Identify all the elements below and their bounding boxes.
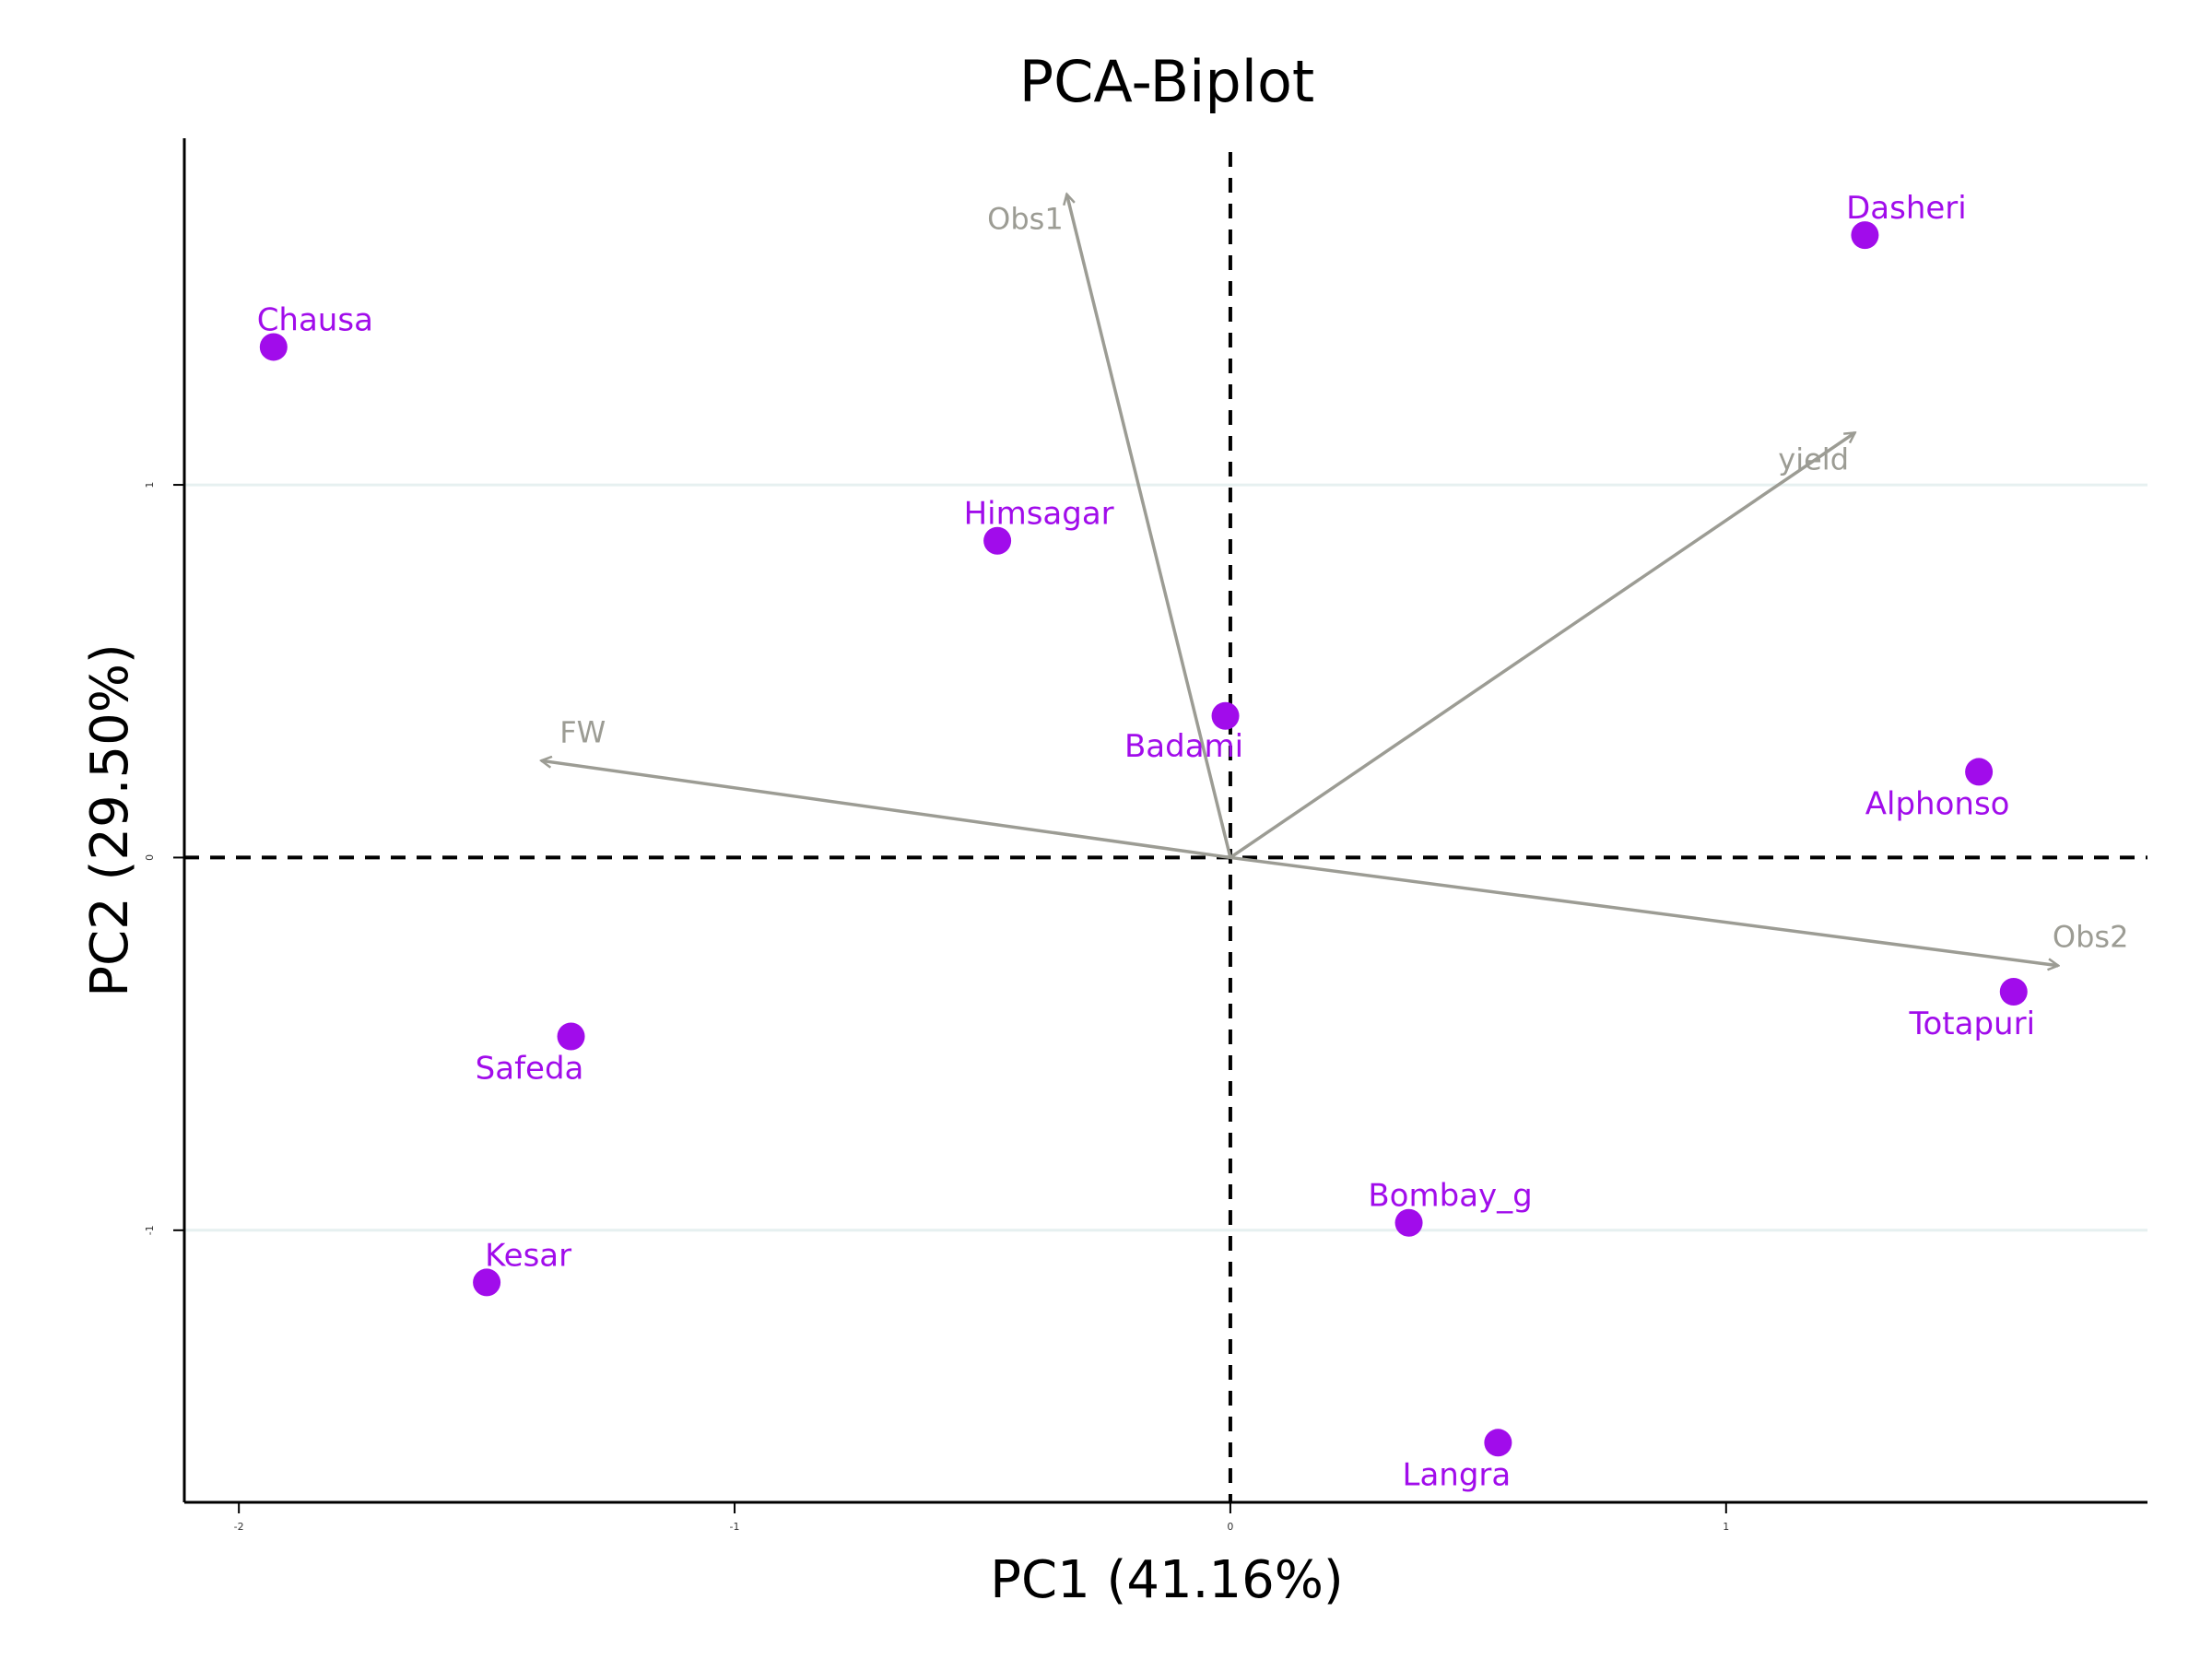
- score-label: Totapuri: [1909, 1006, 2036, 1042]
- score-point: [1999, 978, 2028, 1006]
- loading-arrow: [1066, 194, 1232, 858]
- y-axis-title: PC2 (29.50%): [80, 643, 140, 997]
- score-point: [1484, 1429, 1512, 1457]
- score-point: [1851, 221, 1879, 250]
- score-point: [557, 1022, 585, 1051]
- y-tick-label: -1: [144, 1225, 156, 1235]
- chart-title: PCA-Biplot: [1019, 48, 1314, 115]
- loading-arrow: [541, 760, 1231, 860]
- reference-lines: [184, 152, 2147, 1502]
- loading-label: FW: [559, 714, 606, 749]
- y-ticks: -1 0 1: [144, 482, 184, 1235]
- x-tick-label: -1: [730, 1521, 740, 1533]
- loading-arrow: [1230, 855, 2058, 965]
- score-point: [259, 333, 288, 361]
- x-tick-label: -2: [234, 1521, 244, 1533]
- loading-arrows: Obs1 yield FW Obs2: [541, 194, 2128, 966]
- y-tick-label: 1: [144, 482, 156, 488]
- score-point: [1211, 701, 1240, 730]
- score-label: Alphonso: [1865, 785, 2010, 822]
- score-label: Chausa: [257, 301, 373, 338]
- score-point: [1965, 758, 1994, 786]
- score-label: Langra: [1403, 1456, 1512, 1493]
- score-label: Badami: [1124, 728, 1243, 765]
- score-label: Bombay_g: [1368, 1178, 1532, 1215]
- score-label: Kesar: [485, 1237, 571, 1274]
- loading-label: yield: [1778, 441, 1849, 477]
- score-label: Himsagar: [964, 496, 1114, 533]
- x-tick-label: 1: [1723, 1521, 1729, 1533]
- grid-lines: [184, 483, 2147, 1232]
- score-point: [1394, 1208, 1423, 1237]
- x-axis-title: PC1 (41.16%): [990, 1550, 1344, 1610]
- x-ticks: -2 -1 0 1: [234, 1502, 1729, 1533]
- score-point: [983, 526, 1012, 555]
- score-point: [473, 1268, 501, 1297]
- score-label: Dasheri: [1846, 190, 1967, 227]
- score-label: Safeda: [476, 1051, 584, 1088]
- loading-label: Obs2: [2053, 920, 2129, 955]
- score-points: Chausa Himsagar Badami Dasheri Alphonso Totap…: [257, 190, 2035, 1493]
- y-tick-label: 0: [144, 854, 156, 861]
- loading-label: Obs1: [987, 202, 1064, 237]
- x-tick-label: 0: [1227, 1521, 1233, 1533]
- loading-arrow: [1229, 432, 1855, 859]
